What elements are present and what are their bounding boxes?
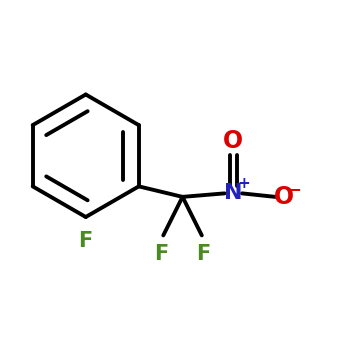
Text: O: O [274,185,294,209]
Text: +: + [237,176,250,191]
Text: F: F [196,244,211,264]
Text: N: N [224,183,243,203]
Text: O: O [223,129,243,153]
Text: F: F [154,244,169,264]
Text: F: F [79,231,93,251]
Text: −: − [288,180,301,198]
